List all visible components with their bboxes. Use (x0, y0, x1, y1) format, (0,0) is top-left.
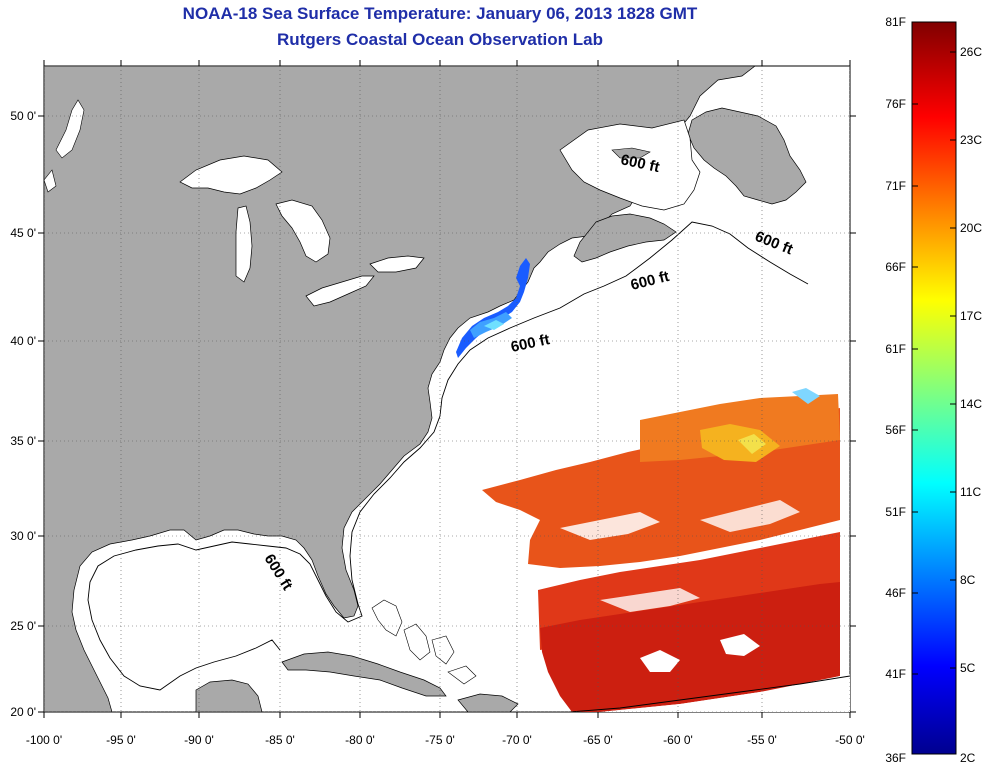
land-yucatan (195, 679, 263, 712)
colorbar-f-label: 46F (885, 586, 906, 600)
shelf-contour-600ft (87, 221, 809, 691)
water-gulf-st-lawrence (559, 119, 701, 211)
lat-tick-label: 25 0' (10, 619, 36, 633)
land-anticosti (611, 147, 651, 159)
lake-huron (275, 199, 331, 263)
map-title: NOAA-18 Sea Surface Temperature: January… (182, 4, 698, 23)
colorbar-f-label: 56F (885, 423, 906, 437)
colorbar-c-label: 23C (960, 133, 982, 147)
lat-axis-labels: 50 0' 45 0' 40 0' 35 0' 30 0' 25 0' 20 0' (10, 109, 856, 719)
bahamas-banks (371, 599, 477, 685)
colorbar-f-label: 71F (885, 179, 906, 193)
swath-edge (572, 674, 850, 712)
lon-tick-label: -50 0' (835, 733, 865, 747)
colorbar: 81F 76F 71F 66F 61F 56F 51F 46F 41F 36F 26C 23C 20C… (885, 15, 982, 765)
colorbar-f-label: 66F (885, 260, 906, 274)
lon-tick-label: -85 0' (265, 733, 295, 747)
lat-tick-label: 20 0' (10, 705, 36, 719)
lake-superior (179, 155, 283, 195)
lat-tick-label: 40 0' (10, 334, 36, 348)
colorbar-c-label: 20C (960, 221, 982, 235)
lat-tick-label: 50 0' (10, 109, 36, 123)
lake-erie (305, 275, 375, 307)
land-hispaniola (457, 693, 519, 712)
lon-tick-label: -80 0' (345, 733, 375, 747)
lat-tick-label: 35 0' (10, 434, 36, 448)
swath-boundary (569, 675, 850, 712)
lat-tick-label: 30 0' (10, 529, 36, 543)
lon-axis-labels: -100 0' -95 0' -90 0' -85 0' -80 0' -75 0' -70… (26, 60, 865, 747)
lon-tick-label: -65 0' (583, 733, 613, 747)
land-nova-scotia (573, 213, 677, 263)
lake-ontario (369, 255, 425, 273)
lon-tick-label: -70 0' (502, 733, 532, 747)
land-cuba (281, 651, 447, 697)
lake-winnipeg-area (55, 99, 85, 159)
colorbar-f-label: 51F (885, 505, 906, 519)
lake-michigan (235, 205, 253, 283)
lon-tick-label: -90 0' (184, 733, 214, 747)
colorbar-c-label: 2C (960, 751, 976, 765)
lat-tick-label: 45 0' (10, 226, 36, 240)
colorbar-f-label: 61F (885, 342, 906, 356)
colorbar-c-label: 17C (960, 309, 982, 323)
colorbar-f-label: 81F (885, 15, 906, 29)
colorbar-c-label: 5C (960, 661, 976, 675)
lon-tick-label: -100 0' (26, 733, 62, 747)
colorbar-f-label: 36F (885, 751, 906, 765)
colorbar-c-label: 14C (960, 397, 982, 411)
lon-tick-label: -55 0' (747, 733, 777, 747)
colorbar-c-label: 11C (960, 485, 981, 499)
lon-tick-label: -60 0' (663, 733, 693, 747)
colorbar-f-label: 76F (885, 97, 906, 111)
sst-data (456, 258, 840, 712)
lon-tick-label: -75 0' (425, 733, 455, 747)
colorbar-f-label: 41F (885, 667, 906, 681)
land-newfoundland (687, 107, 807, 205)
map-subtitle: Rutgers Coastal Ocean Observation Lab (277, 30, 603, 49)
colorbar-gradient (911, 21, 957, 755)
colorbar-c-label: 8C (960, 573, 976, 587)
colorbar-c-label: 26C (960, 45, 982, 59)
lon-tick-label: -95 0' (106, 733, 136, 747)
